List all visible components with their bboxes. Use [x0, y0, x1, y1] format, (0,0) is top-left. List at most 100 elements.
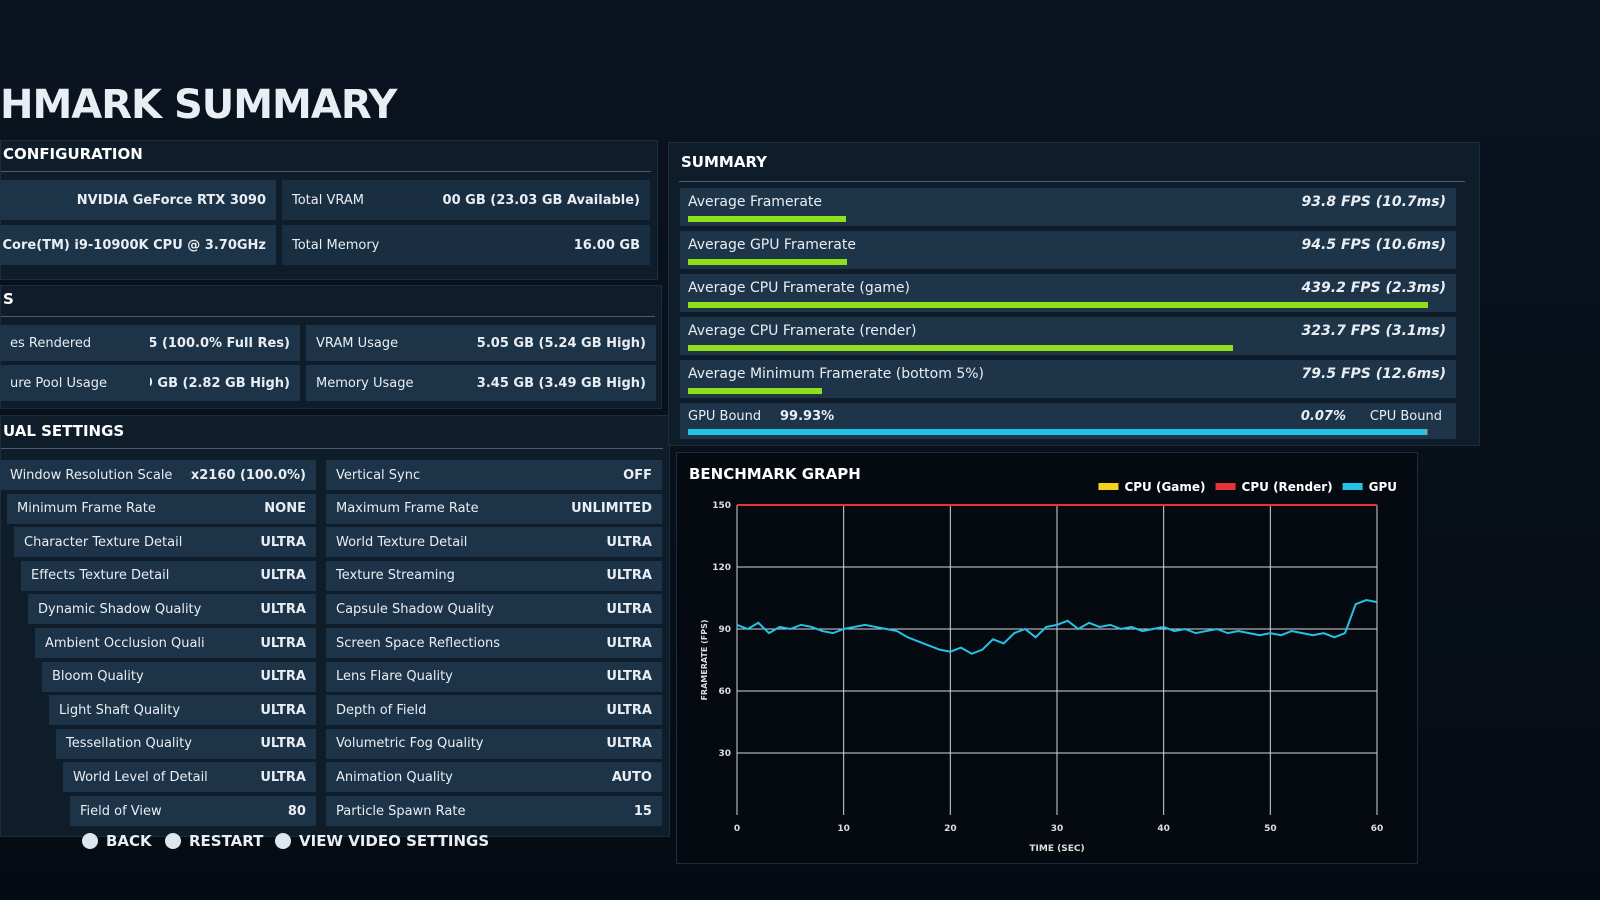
legend-label: CPU (Game) — [1124, 480, 1205, 494]
y-axis-label: FRAMERATE (FPS) — [700, 619, 709, 700]
setting-label: Ambient Occlusion Quality — [35, 628, 204, 658]
setting-value: ULTRA — [203, 628, 316, 658]
setting-label: Character Texture Detail — [14, 527, 196, 558]
setting-label: Screen Space Reflections — [326, 628, 528, 658]
setting-label: Vertical Sync — [326, 460, 528, 490]
divider — [1, 171, 651, 172]
setting-value: ULTRA — [527, 728, 662, 759]
summary-label: Average CPU Framerate (game) — [688, 280, 911, 296]
x-tick-label: 30 — [1051, 824, 1064, 834]
x-tick-label: 20 — [944, 824, 957, 834]
config-value: 16.00 GB — [442, 225, 650, 265]
stat-label: es Rendered — [0, 325, 150, 361]
setting-value: ULTRA — [214, 762, 316, 793]
bound-value: 99.93% — [780, 409, 835, 424]
setting-label: World Level of Detail — [63, 762, 215, 793]
config-value: 24.00 GB (23.03 GB Available) — [442, 180, 650, 220]
legend-swatch — [1215, 483, 1236, 490]
setting-value: ULTRA — [527, 661, 662, 692]
setting-label: Field of View — [70, 796, 218, 826]
summary-bar — [688, 259, 848, 265]
divider — [1, 448, 663, 449]
footer-button[interactable]: VIEW VIDEO SETTINGS — [275, 832, 489, 850]
x-tick-label: 60 — [1371, 824, 1384, 834]
button-label[interactable]: RESTART — [189, 832, 264, 850]
x-tick-label: 50 — [1264, 824, 1277, 834]
summary-label: Average Minimum Framerate (bottom 5%) — [688, 366, 984, 382]
setting-label: Light Shaft Quality — [49, 695, 210, 726]
setting-value: ULTRA — [212, 728, 316, 759]
y-tick-label: 150 — [712, 501, 731, 511]
footer-button[interactable]: RESTART — [165, 832, 263, 850]
setting-value: ULTRA — [195, 527, 316, 558]
button-label[interactable]: VIEW VIDEO SETTINGS — [299, 832, 490, 850]
summary-value: 93.8 FPS (10.7ms) — [1301, 194, 1446, 210]
setting-value: ULTRA — [200, 594, 316, 625]
divider — [1, 316, 655, 317]
setting-label: Capsule Shadow Quality — [326, 594, 528, 625]
summary-label: Average CPU Framerate (render) — [688, 323, 917, 339]
summary-value: 94.5 FPS (10.6ms) — [1301, 237, 1446, 253]
x-tick-label: 10 — [837, 824, 850, 834]
stat-value: 5.05 GB (5.24 GB High) — [456, 325, 656, 361]
summary-value: 439.2 FPS (2.3ms) — [1301, 280, 1446, 296]
x-tick-label: 0 — [734, 824, 740, 834]
setting-label: World Texture Detail — [326, 527, 528, 558]
y-tick-label: 90 — [718, 625, 731, 635]
setting-value: 3840x2160 (100.0%) — [189, 460, 316, 490]
setting-label: Minimum Frame Rate — [7, 493, 193, 524]
setting-value: ULTRA — [198, 560, 316, 591]
summary-item: Average Framerate 93.8 FPS (10.7ms) — [680, 188, 1456, 226]
summary-item: Average CPU Framerate (render) 323.7 FPS … — [680, 317, 1456, 355]
y-tick-label: 120 — [712, 563, 731, 573]
button-label[interactable]: BACK — [106, 832, 152, 850]
setting-value: NONE — [192, 493, 316, 524]
summary-label: Average Framerate — [688, 194, 822, 210]
setting-label: Particle Spawn Rate — [326, 796, 528, 826]
legend-swatch — [1342, 483, 1363, 490]
button-icon — [82, 833, 98, 849]
setting-label: Effects Texture Detail — [21, 560, 198, 591]
y-tick-label: 60 — [718, 687, 731, 697]
stat-label: Memory Usage — [306, 365, 456, 401]
legend-label: CPU (Render) — [1242, 480, 1333, 494]
divider — [679, 181, 1465, 182]
config-label: Total VRAM — [282, 180, 442, 220]
summary-bar — [688, 345, 1234, 351]
stat-value: 2.59 GB (2.82 GB High) — [150, 365, 300, 401]
summary-item: Average Minimum Framerate (bottom 5%) 79.… — [680, 360, 1456, 398]
setting-label: Dynamic Shadow Quality — [28, 594, 201, 625]
stat-value: 5585 (100.0% Full Res) — [150, 325, 300, 361]
setting-label: Depth of Field — [326, 695, 528, 726]
summary-item: Average CPU Framerate (game) 439.2 FPS (2… — [680, 274, 1456, 312]
setting-value: ULTRA — [527, 527, 662, 558]
setting-value: 15 — [527, 796, 662, 826]
setting-label: Animation Quality — [326, 762, 528, 793]
series-line — [736, 599, 1378, 655]
footer-button[interactable]: BACK — [82, 832, 152, 850]
setting-value: ULTRA — [527, 560, 662, 591]
bound-item: GPU Bound 99.93% CPU Bound 0.07% — [680, 403, 1456, 439]
config-label: Total Memory — [282, 225, 442, 265]
setting-value: ULTRA — [206, 661, 316, 692]
cpu-bound-bar — [1427, 429, 1428, 435]
summary-label: Average GPU Framerate — [688, 237, 856, 253]
summary-value: 323.7 FPS (3.1ms) — [1301, 323, 1446, 339]
summary-bar — [688, 302, 1428, 308]
panel-title: SUMMARY — [681, 153, 768, 171]
legend-label: GPU — [1369, 480, 1397, 494]
setting-label: Texture Streaming — [326, 560, 528, 591]
setting-label: Tessellation Quality — [56, 728, 212, 759]
button-icon — [275, 833, 291, 849]
button-icon — [165, 833, 181, 849]
setting-label: Bloom Quality — [42, 661, 207, 692]
setting-value: ULTRA — [527, 628, 662, 658]
summary-bar — [688, 388, 822, 394]
setting-label: Window Resolution Scale — [0, 460, 190, 490]
stat-value: 3.45 GB (3.49 GB High) — [456, 365, 656, 401]
summary-value: 79.5 FPS (12.6ms) — [1301, 366, 1446, 382]
setting-label: Lens Flare Quality — [326, 661, 528, 692]
bound-label: GPU Bound — [688, 409, 762, 424]
setting-value: OFF — [527, 460, 662, 490]
